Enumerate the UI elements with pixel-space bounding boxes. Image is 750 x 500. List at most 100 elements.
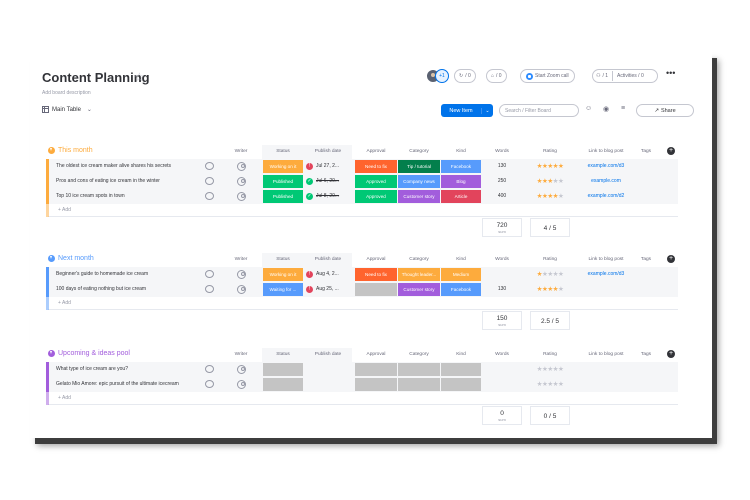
column-header[interactable]: Rating	[543, 352, 557, 357]
column-header[interactable]: Words	[495, 257, 509, 262]
status-cell[interactable]	[263, 378, 303, 391]
blog-link[interactable]	[578, 282, 634, 297]
status-cell[interactable]: Working on it	[263, 268, 303, 281]
updates-bubble-icon[interactable]	[205, 177, 214, 185]
blog-link[interactable]	[578, 377, 634, 392]
status-cell[interactable]: Working on it	[263, 160, 303, 173]
item-name[interactable]: Top 10 ice cream spots in town	[56, 193, 125, 199]
blog-link[interactable]: example.com/d2	[587, 193, 625, 199]
star-icon[interactable]: ★	[536, 381, 543, 388]
star-icon[interactable]: ★	[552, 193, 559, 200]
group-title[interactable]: Upcoming & ideas pool	[48, 350, 130, 357]
person-filter-icon[interactable]: ☺	[585, 105, 593, 112]
item-name[interactable]: The oldest ice cream maker alive shares …	[56, 163, 172, 169]
star-icon[interactable]: ★	[547, 366, 553, 373]
group-collapse-icon[interactable]	[48, 350, 55, 357]
star-icon[interactable]: ★	[552, 381, 559, 388]
table-row[interactable]: Top 10 ice cream spots in town Published ✓…	[30, 189, 712, 204]
column-header[interactable]: Tags	[640, 149, 652, 154]
category-cell[interactable]	[398, 363, 440, 376]
star-icon[interactable]: ★	[547, 271, 553, 278]
activities-button[interactable]: Activities / 0	[617, 73, 644, 79]
column-header[interactable]: Kind	[456, 149, 466, 154]
rating-cell[interactable]: ★★★★★	[530, 377, 570, 392]
star-icon[interactable]: ★	[547, 286, 553, 293]
rating-cell[interactable]: ★★★★★	[530, 267, 570, 282]
star-icon[interactable]: ★	[557, 381, 564, 388]
column-header[interactable]: Category	[409, 352, 429, 357]
star-icon[interactable]: ★	[542, 163, 548, 170]
approval-cell[interactable]: Need to fix	[355, 160, 397, 173]
kind-cell[interactable]	[441, 378, 481, 391]
person-icon[interactable]	[237, 365, 246, 374]
updates-bubble-icon[interactable]	[205, 285, 214, 293]
star-icon[interactable]: ★	[547, 193, 553, 200]
star-icon[interactable]: ★	[542, 381, 548, 388]
kind-cell[interactable]: Facebook	[441, 283, 481, 296]
status-cell[interactable]	[263, 363, 303, 376]
blog-link[interactable]: example.com/d3	[587, 163, 625, 169]
column-header[interactable]: Kind	[456, 257, 466, 262]
category-cell[interactable]: Tip / tutorial	[398, 160, 440, 173]
star-icon[interactable]: ★	[536, 271, 543, 278]
approval-cell[interactable]: Approved	[355, 175, 397, 188]
star-icon[interactable]: ★	[542, 366, 548, 373]
column-header[interactable]: Status	[262, 253, 304, 267]
kind-cell[interactable]: Article	[441, 190, 481, 203]
kind-cell[interactable]: Medium	[441, 268, 481, 281]
column-header[interactable]: Approval	[366, 257, 386, 262]
category-cell[interactable]: Thought leader...	[398, 268, 440, 281]
star-icon[interactable]: ★	[552, 286, 559, 293]
star-icon[interactable]: ★	[536, 163, 543, 170]
column-header[interactable]: Publish date	[304, 348, 352, 362]
column-header[interactable]: Rating	[543, 149, 557, 154]
favorite-star-icon[interactable]: ☆	[134, 70, 145, 84]
add-column-icon[interactable]: +	[667, 350, 675, 358]
star-icon[interactable]: ★	[536, 366, 543, 373]
updates-bubble-icon[interactable]	[205, 365, 214, 373]
zoom-call-button[interactable]: Start Zoom call	[520, 69, 575, 83]
column-header[interactable]: Approval	[366, 352, 386, 357]
updates-bubble-icon[interactable]	[205, 192, 214, 200]
star-icon[interactable]: ★	[536, 286, 543, 293]
blog-link[interactable]: example.com	[591, 178, 621, 184]
column-header[interactable]: Link to blog post	[588, 149, 624, 154]
words-cell[interactable]: 250	[497, 178, 507, 184]
chevron-down-icon[interactable]: ⌄	[481, 107, 493, 114]
kind-cell[interactable]: Blog	[441, 175, 481, 188]
rating-cell[interactable]: ★★★★★	[530, 282, 570, 297]
rating-cell[interactable]: ★★★★★	[530, 159, 570, 174]
star-icon[interactable]: ★	[552, 271, 559, 278]
add-item-row[interactable]: + Add	[30, 392, 712, 405]
category-cell[interactable]	[398, 378, 440, 391]
blog-link[interactable]	[578, 362, 634, 377]
star-icon[interactable]: ★	[536, 178, 543, 185]
filter-icon[interactable]: ≡	[621, 105, 626, 112]
more-options-icon[interactable]: •••	[666, 68, 676, 78]
star-icon[interactable]: ★	[557, 193, 564, 200]
board-title[interactable]: Content Planning	[42, 70, 150, 85]
star-icon[interactable]: ★	[542, 178, 548, 185]
updates-bubble-icon[interactable]	[205, 162, 214, 170]
column-header[interactable]: Tags	[640, 257, 652, 262]
members-count[interactable]: / 1	[602, 73, 609, 79]
person-icon[interactable]	[237, 270, 246, 279]
table-row[interactable]: Beginner's guide to homemade ice cream Wo…	[30, 267, 712, 282]
column-header[interactable]: Tags	[640, 352, 652, 357]
kind-cell[interactable]	[441, 363, 481, 376]
table-row[interactable]: Pros and cons of eating ice cream in the…	[30, 174, 712, 189]
rating-cell[interactable]: ★★★★★	[530, 362, 570, 377]
person-icon[interactable]	[237, 192, 246, 201]
words-cell[interactable]	[482, 377, 522, 392]
new-item-button[interactable]: New Item ⌄	[441, 104, 493, 117]
status-cell[interactable]: Published	[263, 190, 303, 203]
add-item-row[interactable]: + Add	[30, 204, 712, 217]
column-header[interactable]: Category	[409, 257, 429, 262]
group-collapse-icon[interactable]	[48, 147, 55, 154]
publish-date-cell[interactable]: ! Jul 27, 2...	[306, 159, 339, 174]
rating-cell[interactable]: ★★★★★	[530, 174, 570, 189]
words-cell[interactable]: 400	[497, 193, 507, 199]
updates-button[interactable]: ⌂/ 0	[486, 69, 507, 83]
publish-date-cell[interactable]: ! Aug 4, 2...	[306, 267, 339, 282]
item-name[interactable]: Gelato Mio Amore: epic pursuit of the ul…	[56, 381, 179, 387]
